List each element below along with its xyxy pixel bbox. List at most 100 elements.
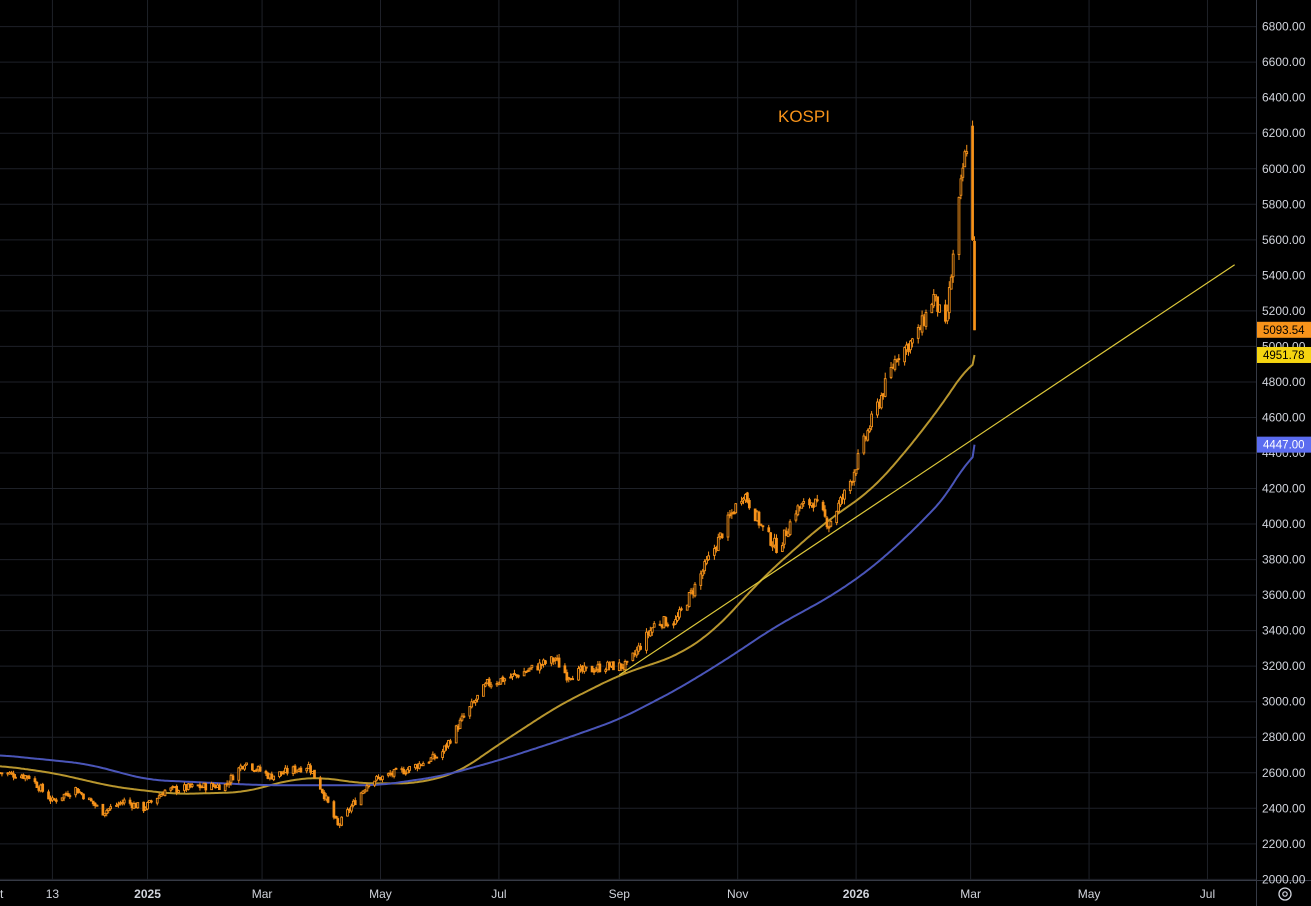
- ma-fast-badge-text: 4951.78: [1263, 350, 1305, 362]
- candle-body: [10, 772, 13, 775]
- candle-body: [511, 673, 514, 677]
- candle-body: [254, 769, 258, 772]
- candle-body: [584, 666, 588, 669]
- last-price-badge-text: 5093.54: [1263, 325, 1305, 337]
- candle-body: [716, 536, 720, 552]
- time-axis[interactable]: t 13 2025 Mar May Jul Sep Nov 2026 Mar May Jul: [0, 887, 1215, 901]
- candle-body: [282, 772, 285, 775]
- candle-body: [204, 783, 208, 791]
- candle-body: [441, 751, 444, 758]
- candle-body: [796, 505, 800, 516]
- candle-body: [827, 526, 831, 529]
- candle-body: [454, 725, 458, 744]
- candle-body: [623, 660, 627, 671]
- candle-body: [320, 788, 324, 793]
- candle-body: [435, 756, 439, 759]
- candle-body: [916, 326, 920, 339]
- candle-body: [62, 793, 66, 799]
- price-tick-label: 3600.00: [1262, 588, 1306, 602]
- candle-body: [460, 715, 464, 721]
- candle-body: [761, 525, 765, 528]
- candle-body: [666, 624, 670, 627]
- candle-body: [150, 800, 153, 803]
- candle-body: [829, 520, 833, 527]
- candle-body: [802, 501, 806, 504]
- price-tick-label: 4200.00: [1262, 482, 1306, 496]
- price-tick-label: 5400.00: [1262, 268, 1306, 282]
- candle-body: [218, 784, 221, 791]
- candle-body: [487, 678, 491, 686]
- price-tick-label: 2600.00: [1262, 766, 1306, 780]
- candle-body: [959, 178, 963, 196]
- candle-body: [299, 767, 303, 773]
- time-tick-label: Mar: [960, 887, 981, 901]
- candle-body: [14, 776, 17, 779]
- candle-body: [404, 772, 408, 775]
- candle-body: [945, 310, 949, 322]
- candle-body: [107, 808, 111, 812]
- candle-body: [909, 340, 912, 351]
- candle-body: [856, 453, 860, 470]
- candle-body: [893, 359, 897, 370]
- price-tick-label: 4800.00: [1262, 375, 1306, 389]
- candle-body: [53, 798, 56, 801]
- price-tick-label: 3800.00: [1262, 553, 1306, 567]
- candle-body: [650, 627, 654, 633]
- candle-body: [76, 788, 80, 794]
- candle-body: [582, 665, 586, 672]
- candle-body: [513, 673, 516, 675]
- candle-body: [895, 360, 899, 363]
- candle-body: [590, 665, 594, 673]
- candle-body: [565, 672, 569, 681]
- price-tick-label: 2800.00: [1262, 730, 1306, 744]
- candle-body: [612, 661, 615, 671]
- candle-body: [528, 667, 532, 670]
- candle-body: [648, 630, 652, 637]
- candle-body: [934, 294, 938, 298]
- candle-body: [971, 125, 974, 241]
- candle-body: [336, 818, 340, 826]
- candle-body: [394, 767, 398, 770]
- gear-icon[interactable]: [1278, 887, 1292, 901]
- time-tick-label: Mar: [252, 887, 273, 901]
- candle-body: [911, 338, 914, 344]
- trendline-group[interactable]: [618, 264, 1235, 676]
- candle-body: [245, 762, 248, 766]
- price-tick-label: 6000.00: [1262, 162, 1306, 176]
- candle-body: [198, 784, 202, 789]
- candle-body: [340, 816, 344, 826]
- moving-average-lines: [0, 354, 976, 795]
- candle-body: [526, 670, 530, 672]
- candle-body: [326, 796, 330, 803]
- candle-body: [332, 801, 336, 818]
- time-tick-label: Jul: [491, 887, 506, 901]
- candle-body: [427, 761, 431, 764]
- candle-body: [788, 521, 792, 535]
- candle-body: [571, 678, 575, 681]
- candle-body: [930, 303, 934, 314]
- candle-body: [41, 783, 45, 792]
- price-axis[interactable]: 2000.00 2200.00 2400.00 2600.00 2800.00 3000.…: [1262, 20, 1306, 887]
- candle-body: [449, 740, 452, 744]
- candle-body: [524, 671, 528, 674]
- price-tick-label: 3200.00: [1262, 659, 1306, 673]
- candle-body: [365, 785, 369, 792]
- candle-body: [821, 501, 825, 511]
- candle-body: [538, 662, 542, 671]
- candle-body: [771, 545, 774, 548]
- candle-body: [734, 503, 738, 514]
- price-tick-label: 4600.00: [1262, 410, 1306, 424]
- candle-body: [128, 799, 132, 804]
- candle-body: [879, 395, 883, 409]
- candle-body: [924, 312, 928, 327]
- candle-body: [903, 347, 906, 363]
- candle-body: [635, 649, 639, 656]
- candle-body: [728, 514, 732, 517]
- candle-body: [769, 532, 773, 546]
- candle-body: [237, 767, 241, 781]
- candle-body: [577, 668, 580, 681]
- candle-body: [631, 652, 635, 661]
- candle-body: [105, 809, 109, 815]
- candle-body: [936, 296, 939, 312]
